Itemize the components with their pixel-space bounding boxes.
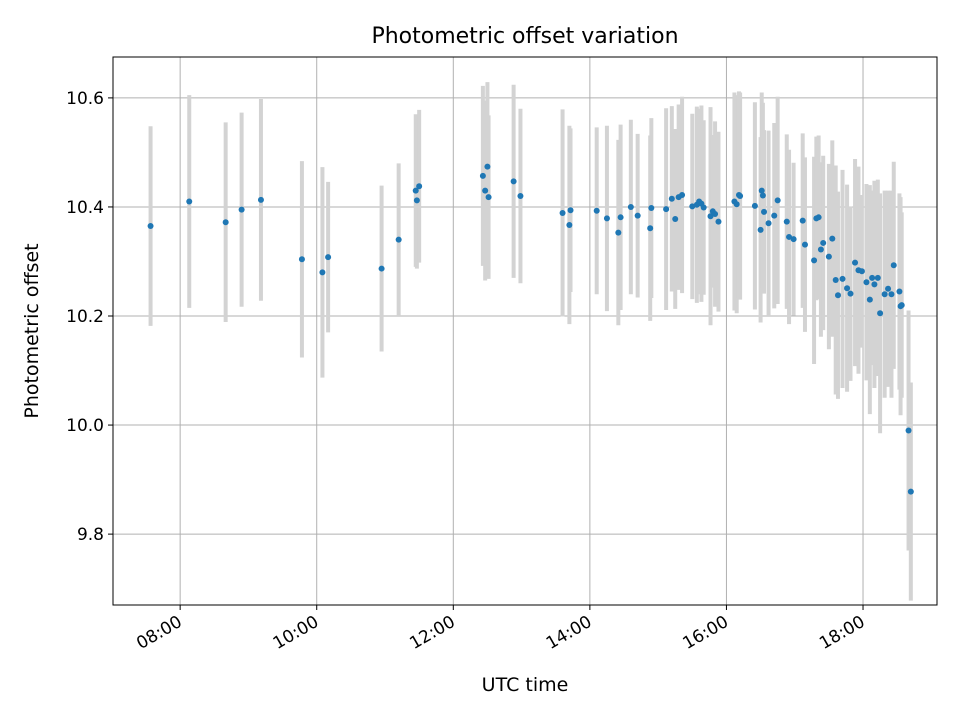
data-point — [647, 225, 654, 232]
data-point — [751, 202, 758, 209]
data-point — [679, 191, 686, 198]
data-point — [378, 265, 385, 272]
grid — [113, 57, 937, 605]
data-point — [737, 193, 744, 200]
data-point — [689, 203, 696, 210]
data-point — [817, 246, 824, 253]
data-point — [593, 207, 600, 214]
data-point — [700, 204, 707, 211]
data-point — [298, 256, 305, 263]
data-point — [147, 223, 154, 230]
data-point — [319, 269, 326, 276]
data-point — [617, 214, 624, 221]
data-point — [672, 215, 679, 222]
data-point — [786, 233, 793, 240]
data-point — [761, 208, 768, 215]
data-point — [881, 291, 888, 298]
data-point — [758, 187, 765, 194]
data-point — [890, 262, 897, 269]
data-point — [712, 211, 719, 218]
data-point — [733, 201, 740, 208]
data-point — [257, 196, 264, 203]
data-point — [820, 239, 827, 246]
data-point — [885, 285, 892, 292]
data-point — [757, 226, 764, 233]
data-point — [715, 218, 722, 225]
data-point — [759, 192, 766, 199]
data-point — [811, 257, 818, 264]
data-point — [783, 218, 790, 225]
data-point — [663, 206, 670, 213]
y-tick-label: 10.2 — [66, 307, 104, 327]
data-point — [815, 214, 822, 221]
data-point — [774, 197, 781, 204]
data-point — [771, 212, 778, 219]
data-point — [615, 229, 622, 236]
y-axis-label: Photometric offset — [21, 243, 43, 418]
data-point — [484, 163, 491, 170]
data-point — [844, 285, 851, 292]
data-point — [847, 290, 854, 297]
y-tick-label: 10.0 — [66, 416, 104, 436]
data-point — [413, 197, 420, 204]
data-point — [566, 221, 573, 228]
data-point — [877, 310, 884, 317]
data-point — [567, 207, 574, 214]
data-point — [485, 194, 492, 201]
y-tick-label: 9.8 — [77, 525, 104, 545]
y-tick-label: 10.6 — [66, 89, 104, 109]
data-point — [648, 205, 655, 212]
chart-title: Photometric offset variation — [371, 24, 678, 49]
data-point — [395, 236, 402, 243]
data-point — [852, 259, 859, 266]
data-point — [517, 193, 524, 200]
data-point — [222, 219, 229, 226]
x-axis-label: UTC time — [482, 674, 569, 696]
data-points — [147, 163, 914, 495]
plot-frame — [112, 56, 938, 606]
data-point — [866, 296, 873, 303]
data-point — [905, 427, 912, 434]
data-point — [765, 220, 772, 227]
data-point — [801, 241, 808, 248]
data-point — [834, 292, 841, 299]
data-point — [799, 217, 806, 224]
data-point — [790, 236, 797, 243]
data-point — [238, 206, 245, 213]
data-point — [829, 235, 836, 242]
data-point — [896, 288, 903, 295]
data-point — [325, 254, 332, 261]
data-point — [863, 279, 870, 286]
data-point — [668, 195, 675, 202]
data-point — [839, 275, 846, 282]
data-point — [627, 203, 634, 210]
data-point — [186, 198, 193, 205]
data-point — [603, 215, 610, 222]
data-point — [898, 302, 905, 309]
data-point — [871, 281, 878, 288]
data-point — [707, 213, 714, 220]
data-point — [858, 268, 865, 275]
data-point — [482, 187, 489, 194]
data-point — [559, 209, 566, 216]
data-point — [832, 277, 839, 284]
data-point — [634, 212, 641, 219]
data-point — [825, 253, 832, 260]
data-point — [412, 187, 419, 194]
y-axis: 9.8 10.0 10.2 10.4 10.6 — [66, 89, 113, 545]
data-point — [874, 274, 881, 281]
data-point — [869, 274, 876, 281]
y-tick-label: 10.4 — [66, 198, 104, 218]
data-point — [510, 178, 517, 185]
data-point — [416, 183, 423, 190]
data-point — [888, 291, 895, 298]
data-point — [907, 488, 914, 495]
data-point — [479, 172, 486, 179]
